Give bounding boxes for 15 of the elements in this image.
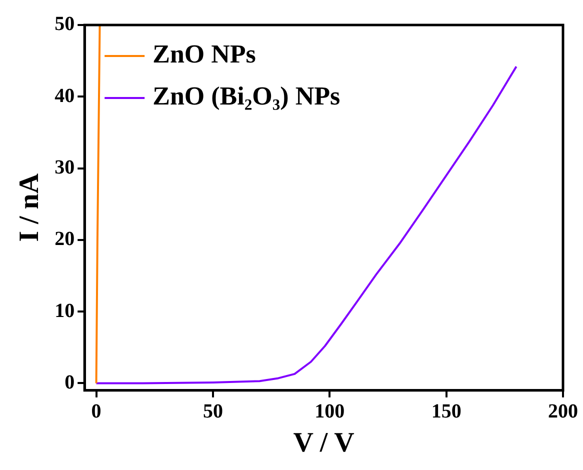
y-tick-label: 0 [64, 371, 75, 394]
legend-label: ZnO (Bi₂O₃) NPs [152, 82, 340, 111]
y-axis-title: I / nA [14, 172, 46, 242]
legend-label: ZnO NPs [152, 40, 256, 69]
y-tick-label: 10 [54, 300, 75, 322]
x-tick-label: 100 [314, 400, 345, 423]
y-tick-label: 20 [54, 228, 75, 250]
x-axis-title: V / V [293, 427, 354, 458]
y-tick-label: 30 [54, 156, 75, 178]
x-tick-label: 0 [91, 400, 102, 423]
x-tick-label: 150 [431, 400, 462, 423]
x-tick-label: 50 [202, 400, 223, 423]
x-tick-label: 200 [548, 400, 578, 423]
y-tick-label: 40 [54, 84, 75, 107]
y-tick-label: 50 [54, 13, 75, 36]
